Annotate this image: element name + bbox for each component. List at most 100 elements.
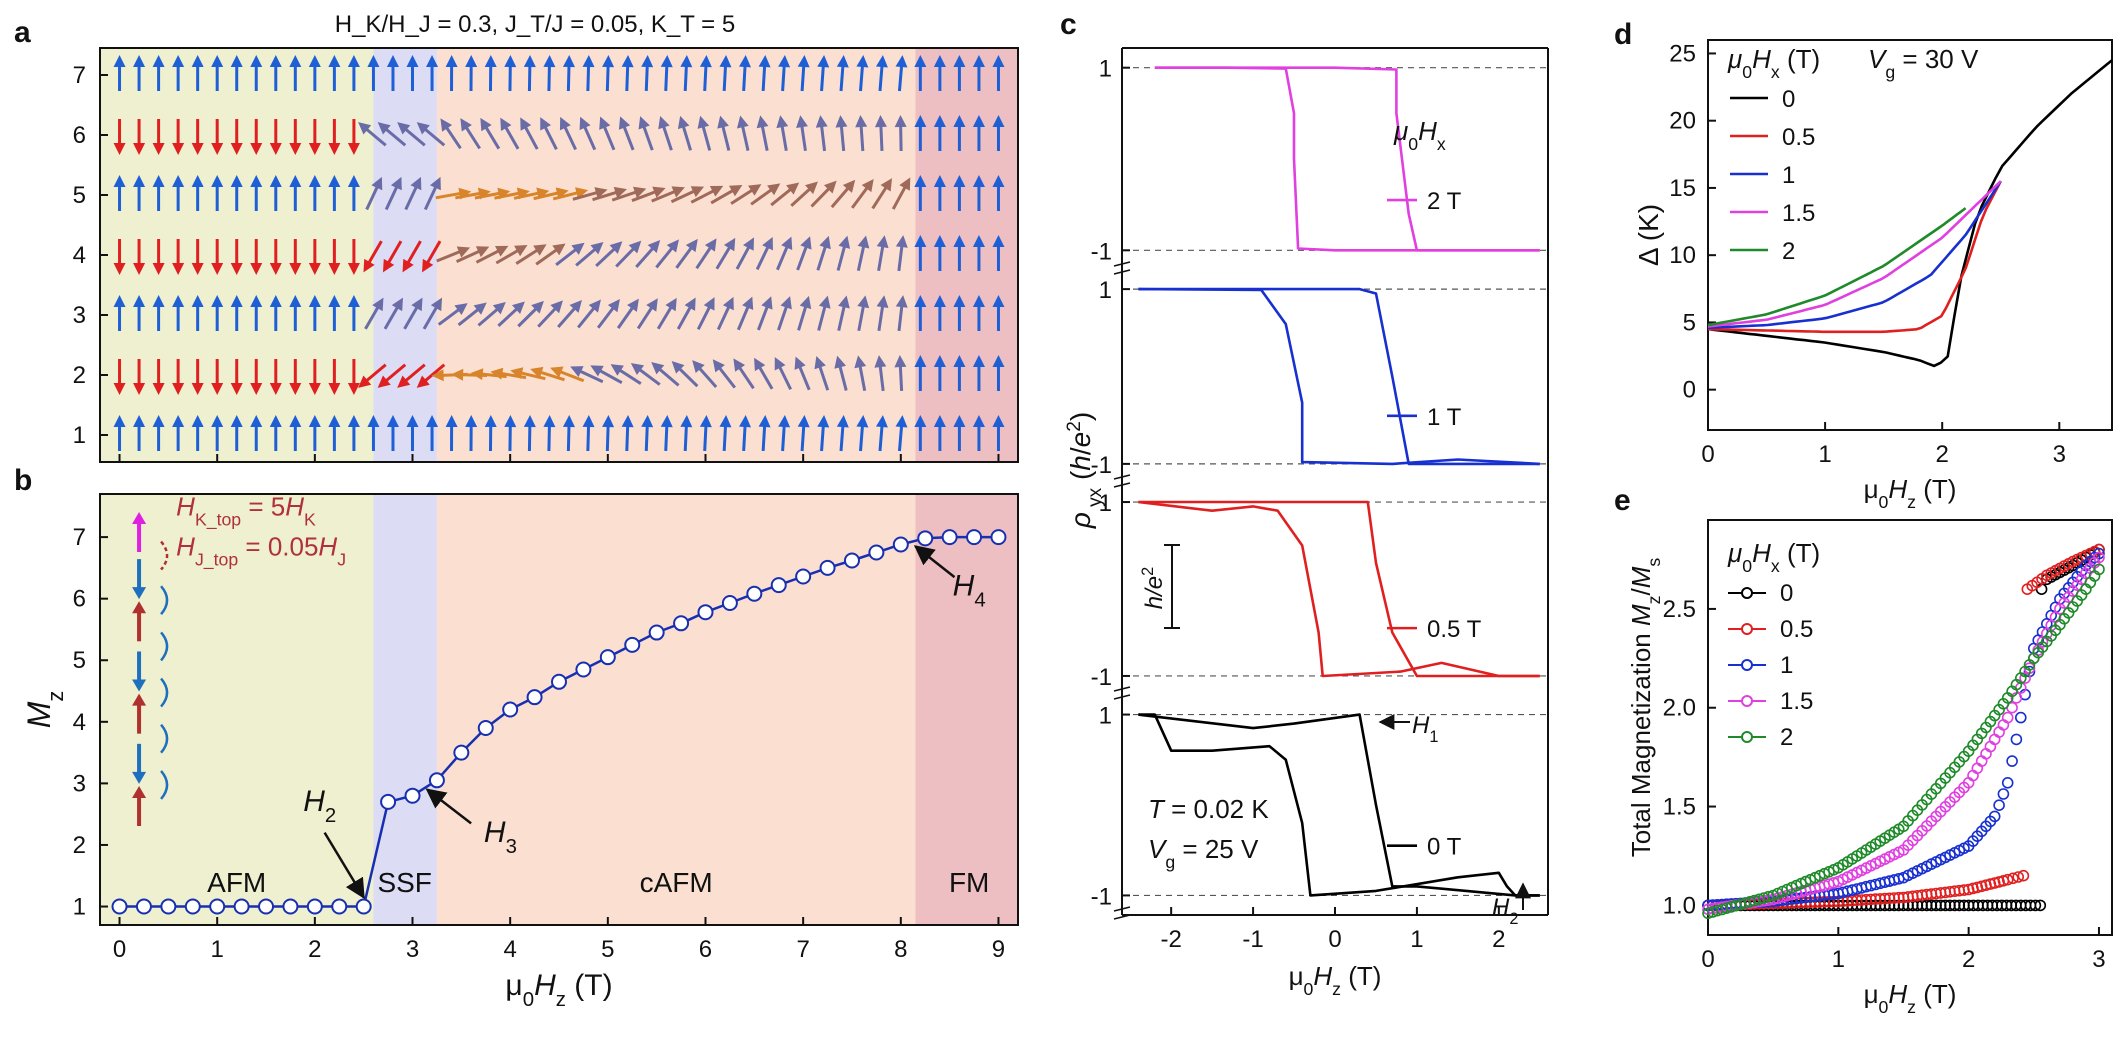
e-legend-label: 0.5 [1780,616,1813,643]
spin-arrow-head [875,415,888,428]
spin-arrow-head [758,415,771,428]
mz-data-point [917,530,934,547]
mz-data-point [551,673,567,690]
region-cafm [436,48,916,462]
spin-arrow-head [211,263,224,275]
mz-data-point [526,689,543,706]
legend-label: 2 T [1427,188,1462,215]
series-3-sweep-up [1138,713,1540,897]
spin-arrow-head [680,415,693,428]
spin-arrow-head [372,297,384,312]
spin-arrow-head [609,241,623,254]
spin-arrow-head [743,237,755,251]
x-tick-label: 6 [699,936,712,963]
spin-arrow-head [289,263,302,275]
spin-arrow-head [594,187,608,199]
y-tick-label: 2 [73,362,86,389]
spin-arrow-head [456,246,471,258]
spin-arrow-head [894,355,907,368]
spin-arrow-head [579,116,591,131]
d-x-axis-label: μ0Hz (T) [1864,474,1957,512]
spin-arrow-head [328,295,341,307]
d-legend-label: 1 [1782,162,1795,189]
spin-arrow-head [533,244,547,256]
e-legend-marker [1741,731,1753,743]
spin-arrow-head [191,415,204,427]
spin-arrow-head [172,55,185,67]
spin-arrow-head [530,366,544,379]
mz-data-point [331,898,348,915]
mz-data-point [453,744,470,761]
x-tick-label: 1 [211,936,224,963]
panel-letter-c: c [1060,8,1077,41]
spin-arrow-head [728,185,743,197]
spin-arrow-head [685,238,698,253]
spin-arrow-head [633,186,647,199]
e-data-point-1.5 [2019,672,2031,684]
spin-arrow-head [575,187,589,199]
d-series-2 [1707,207,1967,327]
spin-arrow-head [484,415,497,428]
d-series-0.5 [1707,180,2002,334]
spin-arrow-head [797,415,810,428]
spin-arrow-head [602,55,615,68]
spin-arrow-head [618,116,631,130]
panel-c-hall-resistance-plot: 1 -1 2 T 1 -1 1 T 1 -1 0.5 T 1 -1 0 T -2 -1 0 1 2 μ0Hz (T… [1064,47,1549,999]
e-y-axis-label: Total Magnetization Mz/Ms [1626,558,1664,858]
spin-arrow-head [269,55,282,67]
c-y-tick-label: 1 [1099,277,1112,304]
spin-arrow-head [250,143,263,155]
spin-arrow-head [933,415,946,427]
spin-arrow-head [992,355,1005,367]
inset-coupling-bracket [160,585,169,616]
spin-arrow-head [445,55,458,68]
spin-arrow-head [722,296,734,311]
spin-arrow-head [953,115,966,127]
region-label-ssf: SSF [377,867,431,898]
d-y-tick-label: 0 [1683,377,1696,404]
spin-arrow-head [933,175,946,187]
inset-spin-head [132,587,147,600]
spin-arrow-head [358,375,372,388]
y-axis-label: Mz [21,691,68,729]
spin-arrow-head [972,55,985,67]
spin-arrow-head [895,415,908,428]
spin-arrow-head [550,300,563,314]
spin-arrow-head [377,375,391,388]
spin-arrow-head [328,175,341,187]
spin-arrow-head [571,242,585,255]
spin-arrow-head [347,263,360,275]
spin-arrow-head [172,383,185,395]
spin-arrow-head [191,383,204,395]
spin-arrow-head [992,235,1005,247]
spin-arrow-head [914,355,927,367]
spin-arrow-head [719,415,732,428]
spin-arrow-head [933,55,946,67]
c-x-tick-label: -1 [1242,926,1263,953]
c-x-tick-label: 2 [1492,926,1505,953]
panel-a-spin-map: 1 2 3 4 5 6 7 [73,47,1019,463]
spin-arrow-head [250,55,263,67]
e-data-point-0 [2029,899,2042,912]
x-axis-label: μ0Hz (T) [505,969,612,1011]
spin-arrow-head [895,295,908,308]
spin-arrow-head [475,246,490,258]
d-x-tick-label: 0 [1701,441,1714,468]
annotation-temperature: T = 0.02 K [1148,794,1269,824]
spin-arrow-head [680,55,693,68]
panel-b-frame [99,493,1019,926]
inset-spin-head [132,786,147,799]
spin-arrow-head [570,366,584,378]
d-x-tick-label: 2 [1936,441,1949,468]
spin-arrow-head [854,355,867,369]
spin-arrow-head [992,175,1005,187]
spin-arrow-head [836,415,849,428]
y-tick-label: 5 [73,182,86,209]
e-legend-marker [1741,695,1753,707]
spin-arrow-head [621,55,634,68]
spin-arrow-head [289,383,302,395]
spin-arrow-head [347,295,360,307]
spin-arrow-head [641,55,654,68]
spin-arrow-head [460,118,472,132]
